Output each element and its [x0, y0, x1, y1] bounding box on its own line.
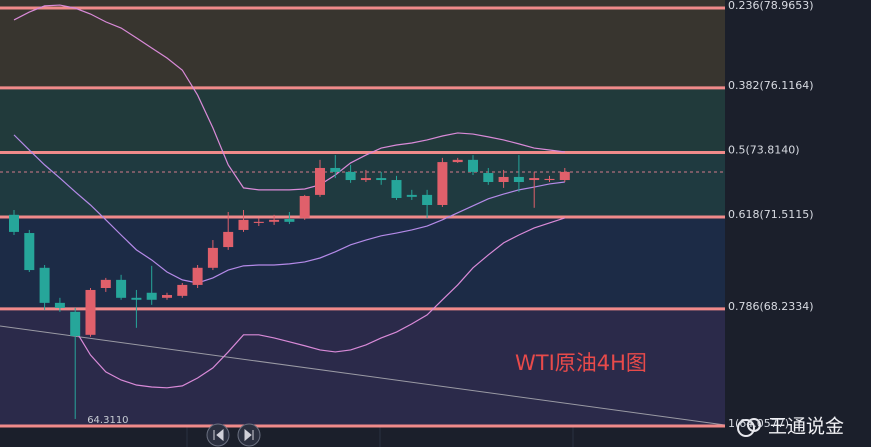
- candle-body: [9, 214, 19, 232]
- zone: [0, 87, 725, 153]
- low-label: 64.3110: [87, 415, 128, 426]
- y-tick-label: 0.236(78.9653): [728, 0, 814, 12]
- candle-body: [146, 292, 157, 300]
- candle-body: [116, 279, 127, 298]
- candle-body: [391, 180, 402, 198]
- candle-body: [162, 295, 172, 298]
- candle-body: [54, 302, 65, 308]
- candle-body: [223, 231, 234, 248]
- watermark-icon: [737, 419, 755, 437]
- indicator-line: [74, 217, 565, 389]
- annotation: WTI原油4H图: [515, 351, 647, 375]
- candle-body: [100, 279, 111, 288]
- candle-body: [39, 267, 50, 303]
- candle-body: [315, 167, 325, 195]
- candle-body: [360, 178, 371, 181]
- zone: [0, 308, 725, 427]
- candle-body: [131, 297, 142, 300]
- y-tick-label: 0.618(71.5115): [728, 208, 814, 221]
- next-icon: [244, 428, 254, 442]
- candle-body: [299, 196, 310, 218]
- zone: [0, 152, 725, 218]
- watermark: 王通说金: [737, 416, 844, 438]
- candle-body: [452, 159, 463, 163]
- zone: [725, 0, 871, 447]
- candle-body: [24, 233, 35, 271]
- y-tick-label: 0.786(68.2334): [728, 300, 814, 313]
- plot: [0, 4, 725, 428]
- candle-body: [483, 173, 494, 182]
- candle-body: [269, 219, 280, 222]
- candle-body: [498, 176, 509, 182]
- candle-body: [529, 178, 540, 181]
- candle-body: [177, 284, 188, 296]
- candle-body: [406, 194, 417, 197]
- candle-body: [85, 289, 96, 335]
- zone: [0, 217, 725, 309]
- trend-line: [0, 325, 726, 426]
- candle-body: [70, 311, 81, 336]
- candle-body: [513, 176, 524, 182]
- candle-body: [468, 159, 478, 172]
- zone: [0, 0, 725, 8]
- candle-body: [544, 178, 555, 181]
- playback: [206, 423, 261, 447]
- watermark-icon: [747, 418, 761, 432]
- candle-body: [253, 221, 264, 223]
- candle-body: [376, 178, 387, 181]
- indicator-line: [13, 134, 565, 284]
- y-tick-label: 0.5(73.8140): [728, 143, 800, 156]
- candle-body: [437, 162, 448, 205]
- indicator-line: [13, 4, 565, 191]
- candle-body: [422, 194, 433, 205]
- candle-body: [330, 167, 341, 172]
- candle-body: [345, 171, 356, 181]
- candle-body: [559, 171, 570, 181]
- candle-body: [238, 219, 249, 230]
- candle-body: [192, 267, 203, 285]
- zone: [0, 7, 725, 88]
- candle-body: [207, 247, 218, 268]
- y-tick-label: 0.382(76.1164): [728, 79, 814, 92]
- watermark-text: 王通说金: [768, 416, 844, 438]
- candle-body: [284, 219, 295, 222]
- prev-icon: [213, 428, 224, 442]
- y-tick-label: 1(64.0577): [728, 417, 789, 430]
